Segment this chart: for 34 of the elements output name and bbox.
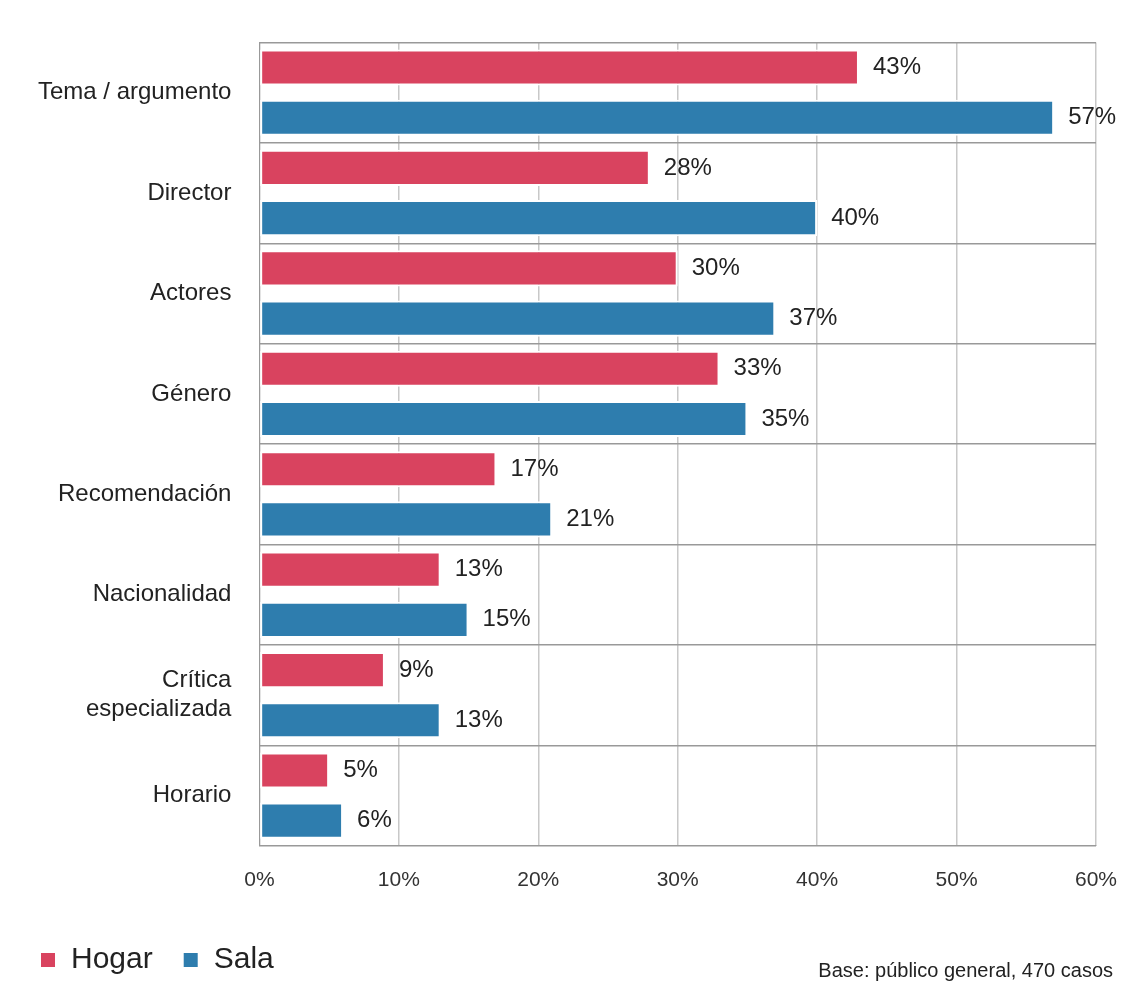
data-label: 13% (454, 554, 503, 582)
data-label: 30% (691, 252, 740, 280)
text: Base: público general, 470 casos (818, 959, 1113, 981)
data-label: 43% (872, 52, 922, 80)
data-label: 5% (343, 755, 378, 783)
data-label: 15% (482, 604, 531, 632)
y-tick-label: Tema / argumento (37, 77, 232, 105)
y-tick-label: Horario (152, 780, 232, 808)
y-tick-label: Director (147, 177, 232, 205)
x-tick-label: 50% (935, 867, 978, 891)
legend-label: Sala (213, 941, 275, 975)
data-label: 40% (831, 202, 880, 230)
data-label: 33% (733, 353, 782, 381)
x-tick-label: 20% (517, 867, 560, 891)
data-label: 17% (510, 453, 559, 481)
data-label: 9% (398, 654, 434, 682)
data-label: 57% (1068, 102, 1117, 130)
x-tick-label: 30% (656, 867, 699, 891)
y-tick-label: Recomendación (57, 478, 232, 506)
legend-label: Hogar (71, 941, 153, 975)
data-label: 13% (454, 704, 503, 732)
data-label: 37% (789, 303, 838, 331)
y-tick-label: Género (151, 378, 232, 406)
x-tick-label: 0% (244, 867, 275, 891)
y-tick-label: Actores (150, 278, 232, 306)
y-tick-label: Nacionalidad (92, 579, 232, 607)
data-label: 6% (357, 805, 392, 833)
y-tick-label: Crítica especializada (85, 665, 233, 722)
data-label: 28% (663, 152, 712, 180)
data-label: 35% (761, 403, 810, 431)
data-label: 21% (566, 504, 615, 532)
x-tick-label: 10% (377, 867, 420, 891)
x-tick-label: 40% (796, 867, 839, 891)
x-tick-label: 60% (1074, 867, 1117, 891)
